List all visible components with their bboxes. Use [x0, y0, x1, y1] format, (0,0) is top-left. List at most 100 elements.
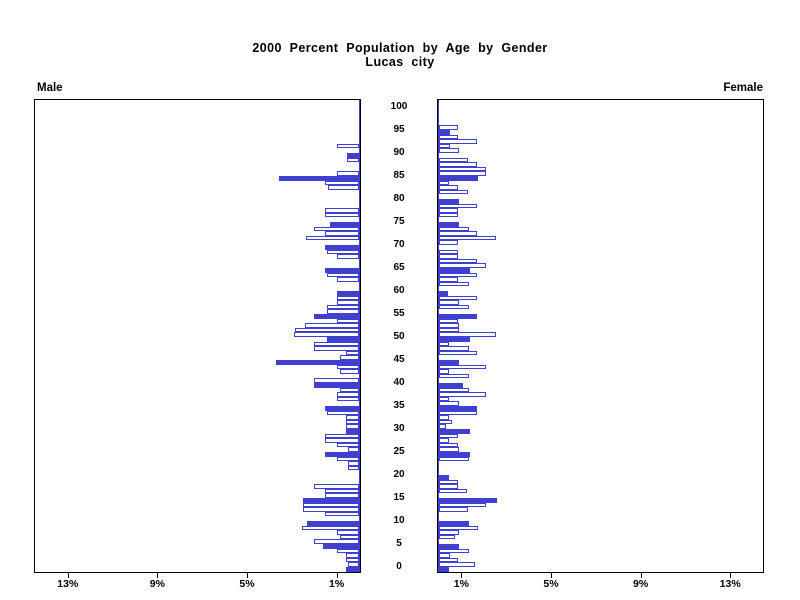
age-tick-label-0: 0 [396, 561, 402, 572]
bar-female-age-2 [439, 557, 459, 563]
bar-female-age-15 [439, 498, 498, 503]
bar-male-age-4 [336, 548, 359, 554]
age-tick-label-90: 90 [393, 147, 405, 158]
bar-female-age-85 [439, 176, 479, 181]
female-pct-5-tick [551, 573, 552, 578]
bar-female-age-60 [439, 291, 448, 296]
bar-male-age-51 [294, 332, 359, 337]
age-tick-label-100: 100 [390, 101, 408, 112]
bar-male-age-25 [325, 452, 359, 457]
bar-female-age-78 [439, 208, 459, 213]
bar-female-age-30 [439, 429, 471, 434]
bar-male-age-84 [325, 180, 359, 186]
bar-male-age-9 [301, 525, 359, 531]
bar-female-age-94 [439, 134, 459, 140]
bar-female-age-79 [439, 203, 478, 209]
bar-female-age-73 [439, 231, 478, 236]
bar-female-age-31 [439, 424, 446, 429]
female-pct-9-label: 9% [633, 578, 649, 590]
bar-female-age-55 [439, 314, 478, 319]
bar-male-age-78 [325, 208, 359, 213]
bar-male-age-18 [314, 484, 359, 489]
bar-male-age-89 [346, 157, 359, 163]
bar-male-age-30 [345, 429, 359, 434]
bar-female-age-48 [439, 346, 470, 351]
bar-male-age-10 [307, 521, 359, 526]
age-tick-label-85: 85 [393, 170, 405, 181]
bar-female-age-67 [439, 258, 478, 264]
male-pct-13-tick [67, 573, 69, 578]
male-pct-5-tick [247, 573, 248, 578]
bar-male-age-54 [336, 318, 359, 324]
bar-male-age-13 [303, 507, 359, 512]
bar-female-age-32 [439, 419, 453, 425]
bar-female-age-59 [439, 295, 478, 301]
bar-male-age-3 [345, 553, 359, 558]
age-tick-label-30: 30 [393, 423, 405, 434]
bar-female-age-74 [439, 226, 470, 232]
bar-female-age-26 [439, 447, 460, 452]
bar-male-age-23 [347, 461, 359, 466]
bar-female-age-33 [439, 415, 450, 420]
bar-female-age-43 [439, 369, 450, 374]
bar-male-age-57 [326, 304, 359, 310]
bar-male-age-53 [305, 323, 359, 328]
age-tick-label-95: 95 [393, 124, 405, 135]
bar-male-age-77 [325, 212, 359, 218]
bar-male-age-70 [325, 245, 359, 250]
bar-female-age-18 [439, 484, 459, 489]
male-pct-9-tick [157, 573, 159, 578]
bar-male-age-33 [345, 415, 359, 420]
bar-male-age-14 [303, 502, 359, 508]
bar-male-age-5 [323, 544, 359, 549]
bar-male-age-0 [345, 567, 359, 572]
bar-male-age-45 [276, 360, 359, 365]
female-pct-1-tick [461, 573, 463, 578]
bar-male-age-63 [336, 277, 359, 282]
bar-female-age-66 [439, 263, 487, 268]
female-pct-13-label: 13% [719, 578, 741, 590]
bar-female-age-27 [439, 442, 459, 448]
bar-female-age-0 [439, 567, 450, 572]
bar-male-age-74 [314, 226, 359, 232]
age-tick-label-20: 20 [393, 469, 405, 480]
female-axis-label: Female [723, 82, 763, 94]
bar-male-age-6 [314, 539, 359, 544]
bar-female-age-7 [439, 534, 455, 540]
bar-male-age-72 [306, 235, 359, 241]
bar-female-age-96 [439, 125, 459, 130]
bar-female-age-35 [439, 406, 478, 411]
bar-male-age-26 [347, 447, 359, 452]
bar-male-age-32 [345, 419, 359, 425]
bar-female-age-77 [439, 212, 459, 218]
female-pct-5-label: 5% [543, 578, 559, 590]
bar-female-age-80 [439, 199, 460, 204]
bar-female-age-5 [439, 544, 460, 549]
bar-male-age-92 [336, 143, 359, 149]
bar-male-age-56 [326, 309, 359, 314]
bar-female-age-69 [439, 249, 459, 255]
bar-female-age-49 [439, 341, 450, 347]
bar-female-age-36 [439, 401, 460, 406]
bar-female-age-87 [439, 166, 487, 172]
bar-female-age-29 [439, 433, 459, 439]
bar-female-age-57 [439, 304, 470, 310]
bar-female-age-14 [439, 502, 487, 508]
bar-female-age-64 [439, 272, 478, 278]
male-pct-13-label: 13% [57, 578, 79, 590]
bar-male-age-43 [339, 369, 359, 374]
bar-male-age-75 [329, 222, 359, 227]
male-pct-1-tick [336, 573, 338, 578]
age-tick-label-70: 70 [393, 239, 405, 250]
bar-female-age-82 [439, 189, 469, 195]
bar-female-age-17 [439, 488, 467, 494]
bar-female-age-10 [439, 521, 470, 526]
female-zero-axis [438, 100, 439, 572]
bar-female-age-25 [439, 452, 471, 457]
bar-male-age-44 [336, 364, 359, 370]
age-tick-label-25: 25 [393, 446, 405, 457]
bar-male-age-90 [346, 153, 359, 158]
bar-female-age-63 [439, 277, 459, 282]
bar-female-age-65 [439, 268, 471, 273]
